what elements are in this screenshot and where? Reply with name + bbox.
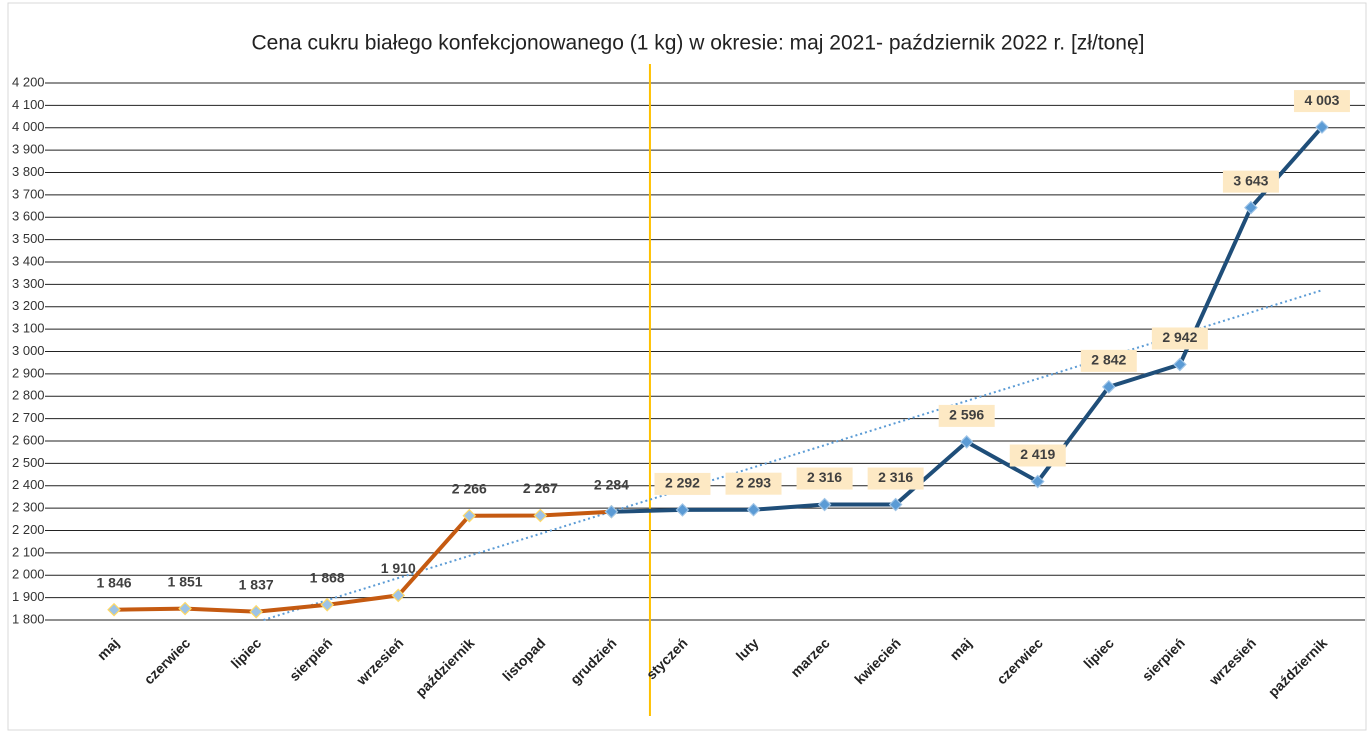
data-label-box — [1222, 170, 1279, 193]
data-label: 1 851 — [168, 573, 203, 589]
y-tick-label: 3 000 — [12, 343, 45, 358]
data-label-box — [1080, 349, 1137, 372]
y-tick-label: 1 800 — [12, 611, 45, 626]
data-label-box — [1009, 444, 1066, 467]
data-label: 2 842 — [1091, 352, 1126, 368]
data-point — [1030, 474, 1045, 489]
data-point — [746, 502, 761, 517]
y-tick-label: 3 100 — [12, 321, 45, 336]
y-tick-label: 3 200 — [12, 298, 45, 313]
data-label: 2 942 — [1162, 329, 1197, 345]
data-label-box — [1293, 90, 1350, 113]
data-label-box — [938, 404, 995, 427]
y-tick-label: 2 800 — [12, 388, 45, 403]
y-tick-label: 1 900 — [12, 589, 45, 604]
y-tick-label: 2 500 — [12, 455, 45, 470]
y-tick-label: 3 700 — [12, 186, 45, 201]
data-label: 1 868 — [310, 569, 345, 585]
y-tick-label: 3 500 — [12, 231, 45, 246]
data-point — [675, 503, 690, 517]
y-tick-label: 2 700 — [12, 410, 45, 425]
data-label: 4 003 — [1304, 92, 1339, 108]
data-label: 2 316 — [878, 469, 913, 485]
data-point — [249, 604, 263, 619]
data-point — [533, 508, 548, 523]
data-label: 2 419 — [1020, 446, 1055, 462]
y-tick-label: 2 600 — [12, 432, 45, 447]
data-label: 2 284 — [594, 476, 629, 492]
data-point — [320, 597, 335, 612]
y-tick-label: 4 200 — [12, 74, 45, 89]
data-point — [959, 435, 974, 449]
data-label: 3 643 — [1233, 172, 1268, 188]
data-label-box — [1151, 327, 1208, 350]
data-label: 1 846 — [97, 574, 132, 590]
chart-frame — [7, 2, 1367, 731]
data-label-box — [654, 472, 711, 495]
data-point — [817, 497, 832, 512]
data-label: 1 837 — [239, 576, 274, 592]
chart-title: Cena cukru białego konfekcjonowanego (1 … — [251, 32, 1144, 55]
y-tick-label: 2 100 — [12, 544, 45, 559]
data-label: 2 267 — [523, 480, 558, 496]
data-point — [178, 601, 192, 616]
data-point — [1315, 120, 1329, 134]
data-label: 2 292 — [665, 475, 700, 491]
y-tick-label: 2 200 — [12, 522, 45, 537]
y-tick-label: 3 300 — [12, 276, 45, 291]
data-point — [462, 508, 477, 523]
y-tick-label: 3 400 — [12, 253, 45, 268]
y-tick-label: 2 000 — [12, 567, 45, 582]
data-point — [1244, 200, 1258, 215]
data-label: 2 596 — [949, 407, 984, 423]
data-point — [107, 602, 121, 617]
data-label: 2 266 — [452, 480, 487, 496]
y-tick-label: 4 100 — [12, 97, 45, 112]
data-label-box — [796, 467, 853, 490]
y-tick-label: 3 900 — [12, 142, 45, 157]
y-tick-label: 3 600 — [12, 209, 45, 224]
y-tick-label: 2 300 — [12, 500, 45, 515]
y-tick-label: 3 800 — [12, 164, 45, 179]
y-tick-label: 2 900 — [12, 365, 45, 380]
data-point — [604, 504, 619, 519]
data-label: 2 316 — [807, 469, 842, 485]
series-line — [113, 509, 612, 614]
data-point — [1101, 380, 1116, 394]
data-label-box — [725, 472, 782, 495]
data-label: 1 910 — [381, 560, 416, 576]
data-point — [888, 497, 903, 512]
data-point — [1173, 357, 1187, 372]
y-tick-label: 4 000 — [12, 119, 45, 134]
data-label-box — [867, 467, 924, 490]
data-label: 2 293 — [736, 474, 771, 490]
data-point — [391, 588, 406, 603]
y-tick-label: 2 400 — [12, 477, 45, 492]
